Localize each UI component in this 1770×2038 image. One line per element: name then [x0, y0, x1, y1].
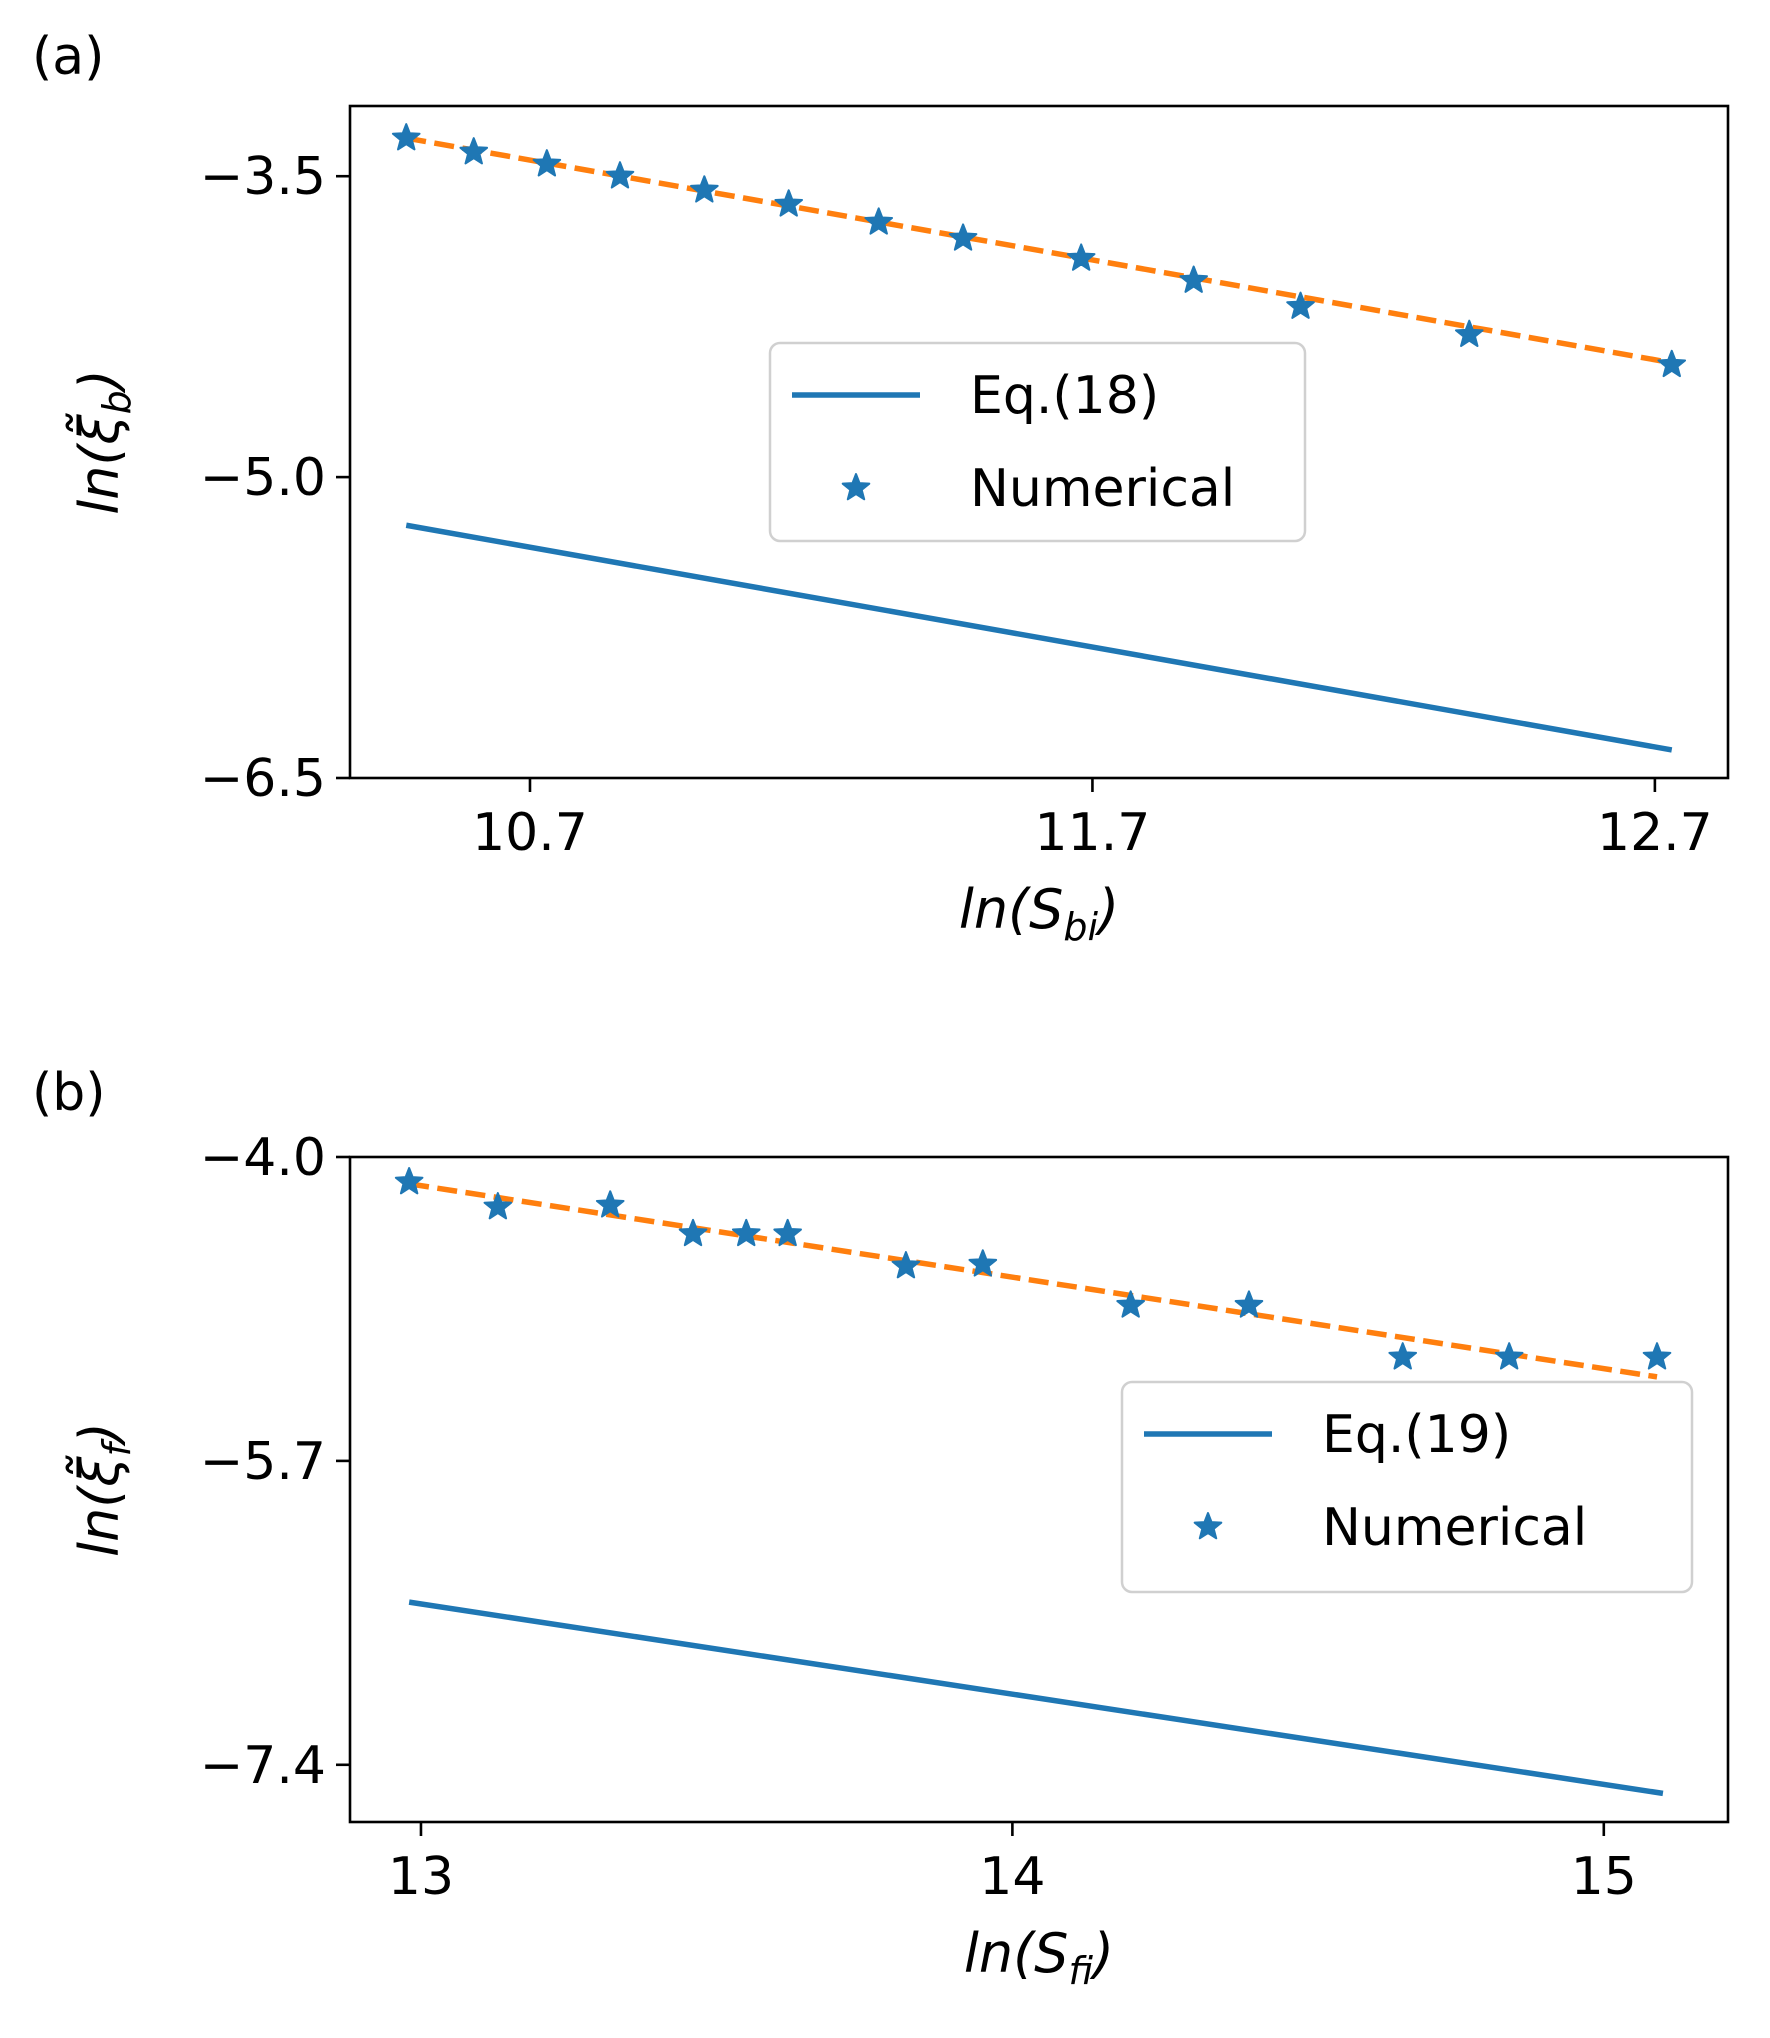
y-tick-label: −6.5 — [200, 749, 326, 809]
series-line-eq — [405, 522, 1673, 753]
panel-label: (a) — [32, 27, 104, 87]
x-axis-label-base: ln(S — [959, 878, 1064, 941]
legend-star-swatch — [1193, 1512, 1223, 1540]
data-point-star — [1454, 319, 1484, 348]
plot-frame — [348, 1155, 1730, 1824]
data-point-star — [678, 1218, 708, 1247]
panel-label: (b) — [32, 1063, 106, 1123]
legend-label: Eq.(19) — [1322, 1405, 1511, 1465]
legend: Eq.(18) Numerical — [768, 341, 1307, 543]
data-point-star — [864, 207, 894, 235]
data-point-star — [1657, 349, 1687, 378]
legend-label: Numerical — [970, 459, 1235, 519]
y-axis-label-close: ) — [68, 1422, 131, 1447]
y-axis-label: ln(ξ̃f) — [66, 1422, 139, 1557]
x-tick-label: 14 — [979, 1847, 1045, 1907]
legend: Eq.(19) Numerical — [1120, 1380, 1694, 1594]
plot-frame — [348, 104, 1730, 780]
data-point-star — [948, 223, 978, 251]
data-point-star — [459, 137, 489, 165]
panels: (a)10.7 11.7 12.7−3.5−5.0−6.5ln(Sbi)ln(ξ̃b… — [32, 27, 1730, 1993]
legend-star-swatch — [841, 473, 871, 501]
x-tick-label: 13 — [388, 1847, 454, 1907]
x-tick-label: 10.7 — [472, 803, 588, 863]
y-axis-label-close: ) — [68, 369, 131, 394]
y-axis-label-base: ln(ξ̃ — [66, 1454, 131, 1556]
series-line-eq — [408, 1599, 1664, 1797]
data-point-star — [605, 161, 635, 189]
data-point-star — [731, 1218, 761, 1247]
series-group — [394, 1167, 1672, 1797]
legend-label: Numerical — [1322, 1498, 1587, 1558]
y-tick-label: −5.7 — [200, 1432, 326, 1492]
data-point-star — [1642, 1342, 1672, 1370]
x-axis-label-sub: bi — [1063, 905, 1098, 949]
data-point-star — [1116, 1290, 1145, 1318]
x-axis-label-close: ) — [1089, 1922, 1114, 1985]
y-tick-label: −5.0 — [200, 448, 326, 508]
data-point-star — [532, 149, 562, 177]
x-tick-label: 12.7 — [1597, 803, 1713, 863]
y-tick-label: −3.5 — [200, 147, 326, 207]
data-point-star — [1494, 1342, 1524, 1370]
y-tick-label: −4.0 — [200, 1128, 326, 1188]
data-point-star — [773, 1218, 802, 1247]
x-tick-label: 15 — [1571, 1847, 1637, 1907]
series-group — [391, 123, 1687, 753]
data-point-star — [483, 1192, 513, 1220]
y-tick-label: −7.4 — [200, 1736, 326, 1796]
x-axis-label: ln(Sbi) — [959, 878, 1119, 949]
data-point-star — [391, 123, 421, 151]
panel-b: (b)13 14 15−4.0−5.7−7.4ln(Sfi)ln(ξ̃f) Eq.(1… — [32, 1063, 1730, 1993]
data-point-star — [774, 189, 804, 217]
data-point-star — [1066, 243, 1096, 271]
y-axis-label: ln(ξ̃b) — [66, 369, 139, 515]
y-axis-label-base: ln(ξ̃ — [66, 412, 131, 514]
data-point-star — [1179, 265, 1208, 293]
x-axis-label: ln(Sfi) — [964, 1922, 1114, 1993]
data-point-star — [690, 175, 719, 203]
x-tick-label: 11.7 — [1035, 803, 1151, 863]
x-axis-label-base: ln(S — [964, 1922, 1069, 1985]
data-point-star — [1388, 1342, 1418, 1370]
data-point-star — [891, 1251, 921, 1279]
y-axis-label-sub: b — [95, 390, 139, 414]
panel-a: (a)10.7 11.7 12.7−3.5−5.0−6.5ln(Sbi)ln(ξ̃b… — [32, 27, 1730, 949]
x-axis-label-sub: fi — [1068, 1949, 1093, 1993]
legend-label: Eq.(18) — [970, 366, 1159, 426]
x-axis-label-close: ) — [1094, 878, 1119, 941]
data-point-star — [595, 1190, 625, 1218]
data-point-star — [1234, 1290, 1264, 1318]
data-point-star — [968, 1249, 998, 1277]
data-point-star — [394, 1167, 424, 1195]
data-point-star — [1286, 291, 1315, 319]
